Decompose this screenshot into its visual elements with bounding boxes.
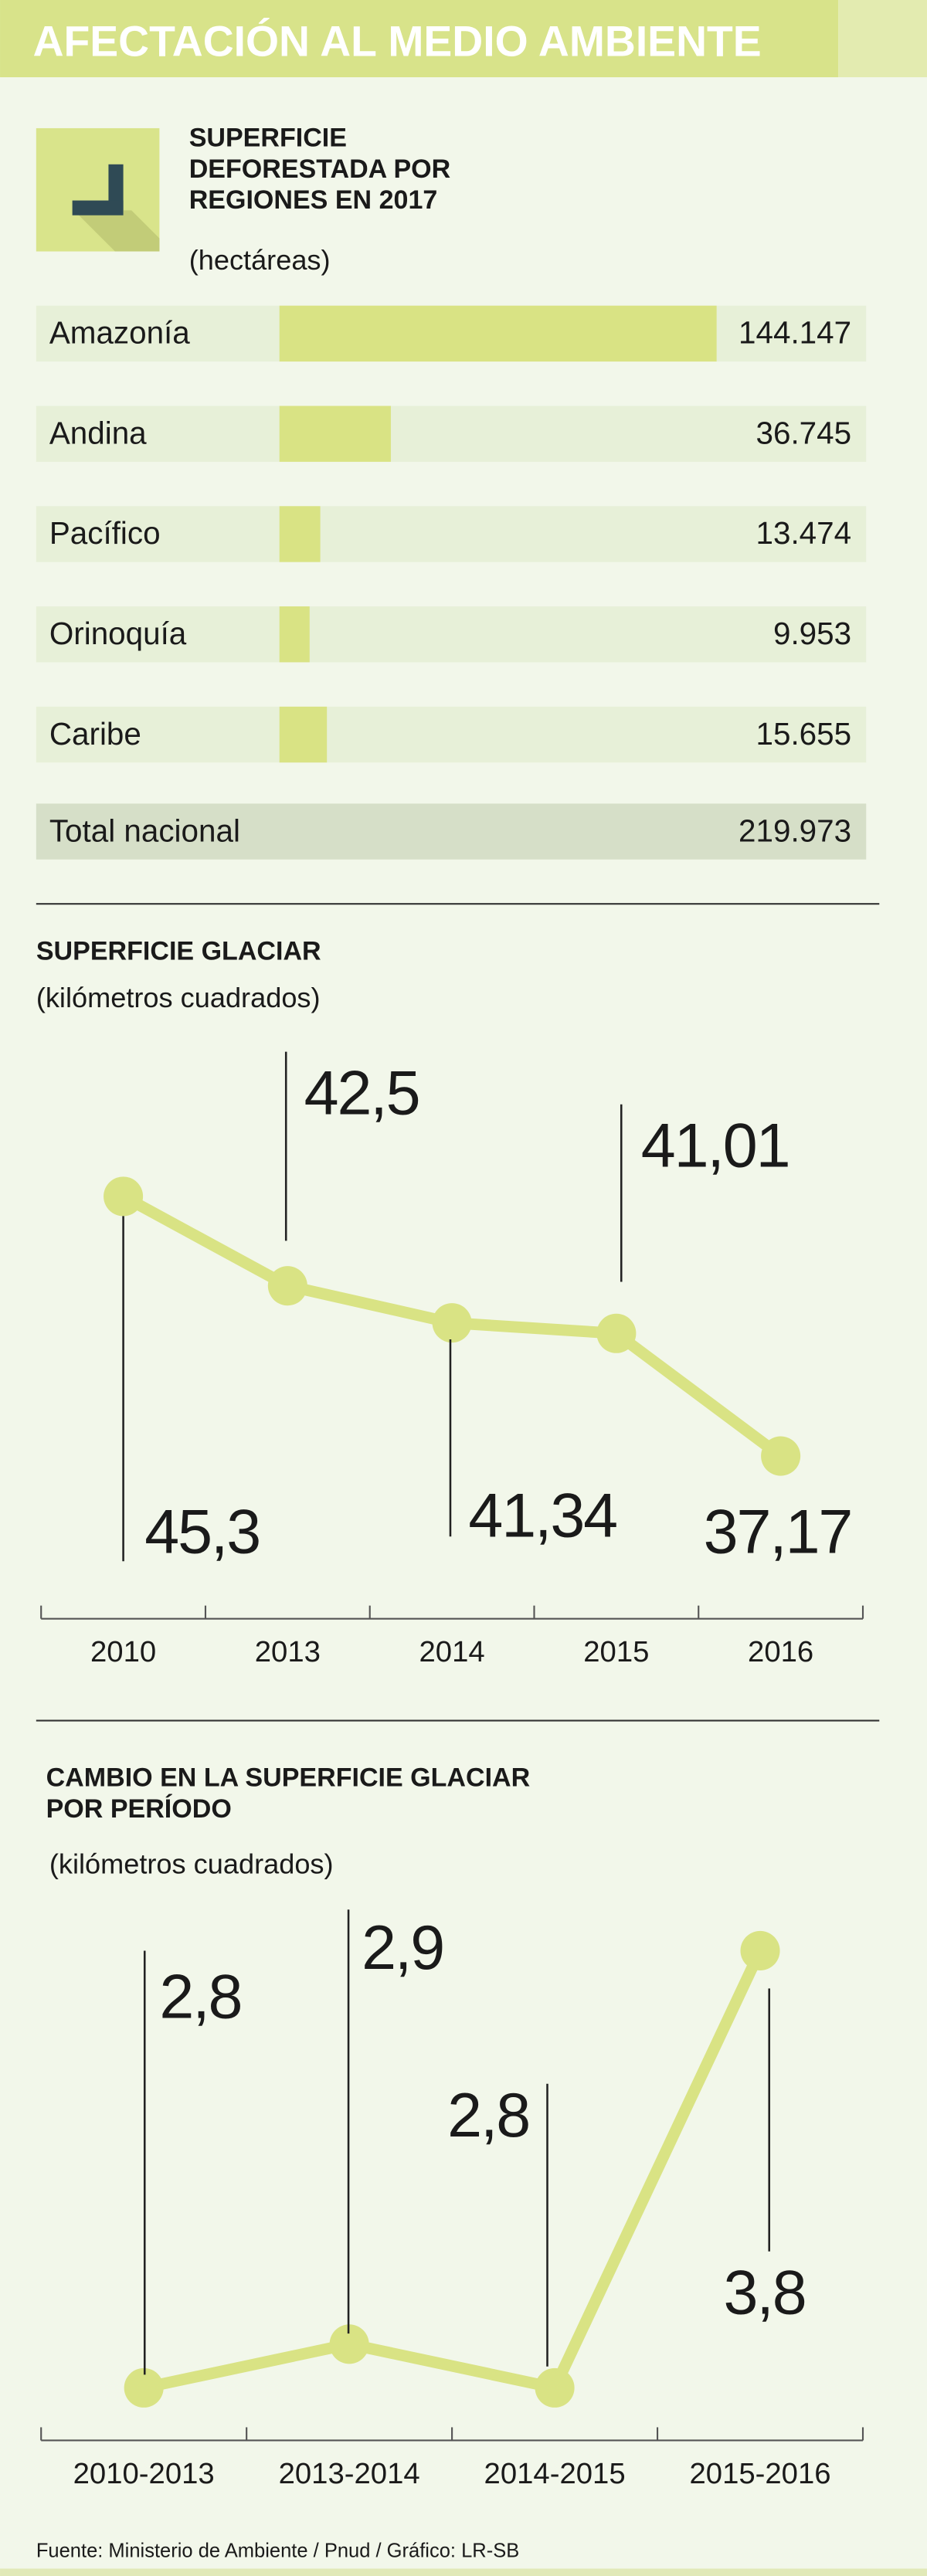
category-label: Amazonía [49,315,190,351]
bar-track [36,606,867,663]
bar [279,305,717,362]
point [104,1176,144,1217]
chart-title: SUPERFICIE DEFORESTADA POR REGIONES EN 2… [188,124,451,216]
point [596,1313,637,1353]
total-value: 219.973 [739,813,851,848]
x-tick-label: 2013-2014 [279,2457,420,2490]
bar [279,706,328,763]
line [142,1948,766,2394]
value-label: 2,9 [362,1913,443,1983]
bar-track [36,706,867,763]
x-tick-label: 2015 [583,1635,649,1668]
bar-track [36,506,867,562]
value-label: 15.655 [756,716,852,752]
header-bar [0,0,839,77]
x-tick-label: 2016 [748,1635,813,1668]
point [761,1436,801,1476]
value-label: 144.147 [739,315,851,351]
footer-bar [0,2568,927,2576]
x-tick-label: 2010-2013 [73,2457,215,2490]
total-label: Total nacional [49,813,240,848]
category-label: Pacífico [49,515,161,551]
chart-title-box: CAMBIO EN LA SUPERFICIE GLACIAR POR PERÍ… [46,1765,531,1824]
chart-subtitle: (kilómetros cuadrados) [36,982,321,1013]
value-label: 9.953 [773,616,851,651]
value-label: 3,8 [724,2259,806,2328]
point [267,1266,307,1306]
value-label: 13.474 [756,515,852,551]
point [124,2367,164,2408]
bar [279,606,310,663]
bar [279,406,391,462]
header-bar-end [838,0,927,77]
value-label: 41,01 [641,1112,789,1181]
value-label: 2,8 [447,2081,529,2150]
category-label: Andina [49,415,147,450]
icon [36,127,160,252]
point [329,2324,369,2364]
chart-title: SUPERFICIE GLACIAR [36,938,321,967]
chart-subtitle: (kilómetros cuadrados) [49,1848,334,1879]
total-row [36,803,867,860]
value-label: 37,17 [704,1498,852,1567]
point [740,1930,780,1970]
x-tick-label: 2013 [255,1635,321,1668]
bar-track [36,406,867,462]
source: Fuente: Ministerio de Ambiente / Pnud / … [36,2540,519,2562]
point [432,1303,472,1343]
value-label: 2,8 [159,1963,241,2032]
x-tick-label: 2014-2015 [484,2457,626,2490]
point [535,2367,575,2408]
chart-subtitle: (hectáreas) [189,244,331,276]
value-label: 45,3 [144,1498,260,1567]
x-tick-label: 2010 [90,1635,156,1668]
chart-title-box: SUPERFICIE GLACIAR [36,938,321,967]
chart-title-box: SUPERFICIE DEFORESTADA POR REGIONES EN 2… [188,124,451,216]
category-label: Caribe [49,716,141,752]
value-label: 41,34 [468,1481,616,1550]
value-label: 42,5 [304,1059,419,1128]
bar [279,506,321,562]
x-tick-label: 2015-2016 [689,2457,830,2490]
x-tick-label: 2014 [419,1635,485,1668]
value-label: 36.745 [756,415,852,450]
category-label: Orinoquía [49,616,187,651]
chart-title: CAMBIO EN LA SUPERFICIE GLACIAR POR PERÍ… [46,1765,531,1824]
page-title: AFECTACIÓN AL MEDIO AMBIENTE [33,17,762,65]
